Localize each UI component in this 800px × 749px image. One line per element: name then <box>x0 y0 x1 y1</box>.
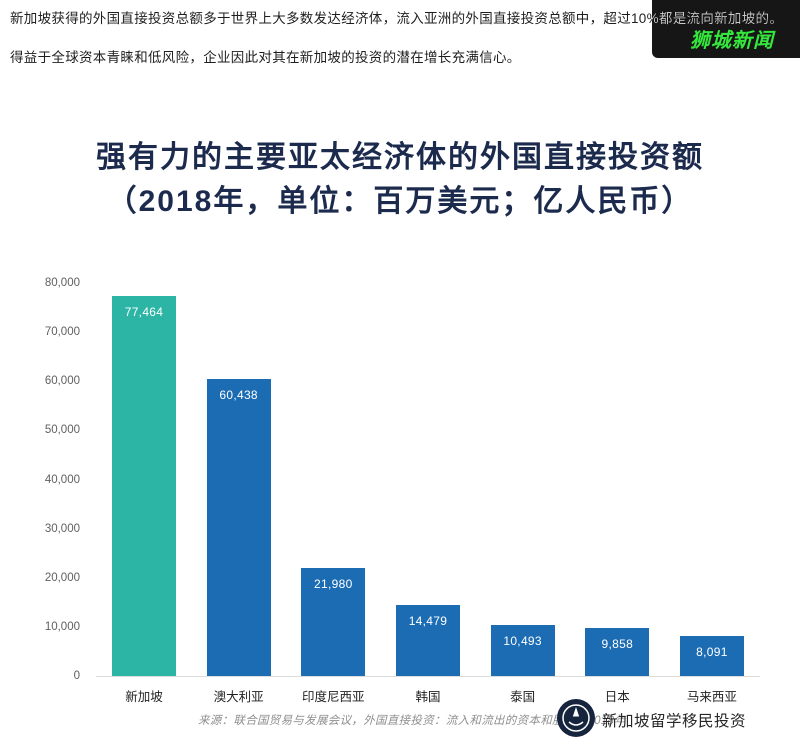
footer-watermark-text: 新加坡留学移民投资 <box>602 713 747 730</box>
chart-title-line2: （2018年，单位：百万美元；亿人民币） <box>106 184 694 218</box>
y-tick-label: 40,000 <box>44 473 80 486</box>
bar-3: 21,980 <box>301 568 366 676</box>
intro-paragraph-1: 新加坡获得的外国直接投资总额多于世界上大多数发达经济体，流入亚洲的外国直接投资总… <box>10 11 784 26</box>
bar-value-label: 14,479 <box>408 613 448 628</box>
bars-row: 77,464 新加坡 60,438 澳大利亚 21,980 印度尼西亚 14,479 韩国 10… <box>96 283 760 713</box>
chart-title-line1: 强有力的主要亚太经济体的外国直接投资额 <box>96 141 704 174</box>
intro-paragraph-2: 得益于全球资本青睐和低风险，企业因此对其在新加坡的投资的潜在增长充满信心。 <box>10 50 521 66</box>
bar-space: 60,438 <box>206 283 271 676</box>
bar-column: 60,438 澳大利亚 <box>206 283 271 713</box>
bar-chart-plot: 77,464 新加坡 60,438 澳大利亚 21,980 印度尼西亚 14,479 韩国 10… <box>96 283 760 713</box>
y-tick-label: 80,000 <box>44 277 80 289</box>
brand-watermark: 狮城新闻 <box>690 30 774 52</box>
source-note: 来源：联合国贸易与发展会议，外国直接投资：流入和流出的资本和股票，2018年 <box>198 715 626 727</box>
y-tick-label: 0 <box>73 670 80 682</box>
x-axis-label: 马来西亚 <box>686 690 737 704</box>
bar-space: 14,479 <box>395 283 460 676</box>
bar-value-label: 10,493 <box>503 633 542 648</box>
x-axis-label: 韩国 <box>415 690 441 704</box>
y-tick-label: 20,000 <box>44 571 80 584</box>
bar-space: 8,091 <box>679 283 744 676</box>
bar-4: 14,479 <box>395 604 460 676</box>
bar-column: 77,464 新加坡 <box>112 283 176 713</box>
bar-2: 60,438 <box>206 379 271 676</box>
x-axis-label: 印度尼西亚 <box>302 690 365 704</box>
brand-corner-overlay <box>652 0 800 58</box>
chart-title: 强有力的主要亚太经济体的外国直接投资额 （2018年，单位：百万美元；亿人民币） <box>0 136 800 223</box>
bar-value-label: 8,091 <box>696 645 728 660</box>
bar-column: 21,980 印度尼西亚 <box>301 283 366 713</box>
y-tick-label: 10,000 <box>44 620 80 633</box>
intro-section: 新加坡获得的外国直接投资总额多于世界上大多数发达经济体，流入亚洲的外国直接投资总… <box>10 6 792 85</box>
x-axis-label: 日本 <box>604 690 630 704</box>
bar-space: 10,493 <box>490 283 555 676</box>
bar-column: 9,858 日本 <box>585 283 650 713</box>
bar-column: 14,479 韩国 <box>395 283 460 713</box>
bar-5: 10,493 <box>490 624 555 676</box>
bar-1: 77,464 <box>112 295 176 676</box>
bar-value-label: 77,464 <box>124 304 164 319</box>
bar-space: 77,464 <box>112 283 176 676</box>
bar-column: 8,091 马来西亚 <box>679 283 744 713</box>
x-axis-label: 澳大利亚 <box>213 690 264 704</box>
circular-seal-icon <box>556 698 596 738</box>
bar-7: 8,091 <box>679 636 744 676</box>
x-axis-baseline <box>96 676 760 677</box>
bar-space: 21,980 <box>301 283 366 676</box>
bar-value-label: 9,858 <box>601 636 634 651</box>
y-tick-label: 70,000 <box>44 326 80 339</box>
y-tick-label: 60,000 <box>44 375 80 388</box>
y-axis: 80,000 70,000 60,000 50,000 40,000 30,000 20,0… <box>18 276 80 683</box>
y-tick-label: 50,000 <box>44 424 80 437</box>
bar-value-label: 60,438 <box>219 388 258 403</box>
x-axis-label: 新加坡 <box>125 690 163 704</box>
bar-space: 9,858 <box>585 283 650 676</box>
bar-column: 10,493 泰国 <box>490 283 555 713</box>
x-axis-label: 泰国 <box>510 690 536 704</box>
bar-value-label: 21,980 <box>314 577 353 591</box>
bar-6: 9,858 <box>585 627 650 676</box>
y-tick-label: 30,000 <box>44 522 80 535</box>
